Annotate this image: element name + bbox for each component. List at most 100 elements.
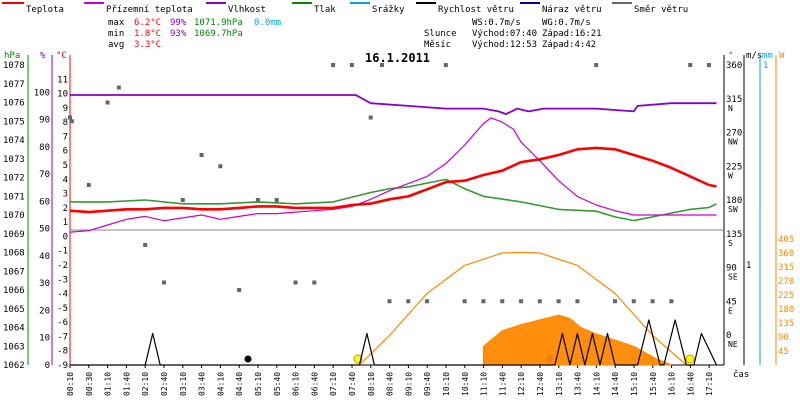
wind-direction-point — [69, 119, 74, 124]
moon-label: Měsíc — [424, 40, 451, 50]
x-tick-label: 14:40 — [611, 372, 620, 396]
tick-hpa: 1072 — [3, 174, 25, 184]
tick-direction: 180 — [726, 196, 742, 206]
tick-humidity: 20 — [39, 306, 50, 316]
wind-direction-point — [349, 63, 354, 67]
x-tick-label: 07:40 — [348, 372, 357, 396]
axis-unit-wind: m/s — [746, 51, 762, 61]
stats-min-hum: 93% — [170, 29, 187, 39]
legend-srazky: Srážky — [372, 5, 405, 15]
axis-unit-celsius: °C — [56, 51, 67, 61]
tick-direction: 135 — [726, 230, 742, 240]
chart-marks: 1062106310641065106610671068106910701071… — [3, 61, 794, 396]
x-tick-label: 16:10 — [668, 372, 677, 396]
wind-direction-point — [255, 198, 260, 202]
sun-set: Západ:16:21 — [542, 29, 602, 39]
tick-humidity: 90 — [39, 116, 50, 126]
wind-direction-point — [425, 299, 430, 304]
x-tick-label: 08:10 — [367, 372, 376, 396]
wind-direction-point — [312, 280, 317, 285]
tick-celsius: 8 — [63, 118, 68, 128]
tick-solar: 135 — [778, 319, 794, 329]
wind-speed-info: WS:0.7m/s — [472, 18, 521, 28]
tick-hpa: 1064 — [3, 324, 25, 334]
tick-hpa: 1065 — [3, 305, 25, 315]
sunset-marker — [685, 354, 695, 364]
tick-hpa: 1069 — [3, 230, 25, 240]
tick-celsius: -6 — [57, 318, 68, 328]
sun-label: Slunce — [424, 29, 457, 39]
tick-celsius: -5 — [57, 304, 68, 314]
legend-smer: Směr větru — [634, 5, 688, 15]
tick-solar: 225 — [778, 291, 794, 301]
wind-direction-point — [368, 115, 373, 120]
wind-direction-point — [293, 280, 298, 285]
tick-direction: 0 — [726, 331, 731, 341]
tick-humidity: 50 — [39, 225, 50, 235]
wind-direction-point — [331, 63, 336, 67]
x-tick-label: 11:10 — [480, 372, 489, 396]
stats-min-press: 1069.7hPa — [194, 29, 243, 39]
wind-direction-point — [500, 299, 505, 304]
x-tick-label: 10:10 — [442, 372, 451, 396]
axis-unit-labels: hPa % °C ° m/s mm W — [4, 51, 785, 61]
tick-humidity: 30 — [39, 279, 50, 289]
stats-max-hum: 99% — [170, 18, 187, 28]
stats-max-label: max — [108, 18, 125, 28]
legend-prizemni: Přízemní teplota — [106, 5, 193, 15]
tick-hpa: 1062 — [3, 361, 25, 371]
wind-direction-point — [594, 63, 599, 67]
tick-direction-name: NE — [728, 340, 738, 349]
tick-celsius: 5 — [63, 161, 68, 171]
tick-hpa: 1068 — [3, 249, 25, 259]
tick-direction: 315 — [726, 95, 742, 105]
tick-celsius: -1 — [57, 247, 68, 257]
tick-hpa: 1073 — [3, 155, 25, 165]
x-axis-label: čas — [733, 369, 749, 380]
tick-solar: 270 — [778, 277, 794, 287]
axis-unit-hpa: hPa — [4, 51, 20, 61]
tick-celsius: -4 — [57, 290, 68, 300]
x-tick-label: 03:40 — [198, 372, 207, 396]
wind-direction-point — [105, 100, 110, 105]
legend-rychlost: Rychlost větru — [438, 5, 514, 15]
x-tick-label: 01:10 — [104, 372, 113, 396]
x-tick-label: 10:40 — [461, 372, 470, 396]
tick-solar: 90 — [778, 333, 789, 343]
wind-direction-point — [631, 299, 636, 304]
x-tick-label: 09:40 — [423, 372, 432, 396]
legend-teplota: Teplota — [26, 5, 64, 15]
tick-hpa: 1066 — [3, 286, 25, 296]
x-tick-label: 12:40 — [536, 372, 545, 396]
stats-max-rain: 0.0mm — [254, 18, 281, 28]
tick-celsius: 4 — [63, 175, 68, 185]
tick-humidity: 80 — [39, 143, 50, 153]
tick-direction-name: W — [728, 171, 733, 180]
x-tick-label: 05:10 — [254, 372, 263, 396]
stats-min-label: min — [108, 29, 124, 39]
tick-celsius: 1 — [63, 218, 68, 228]
wind-direction-point — [650, 299, 655, 304]
wind-direction-point — [575, 299, 580, 304]
x-tick-label: 13:10 — [555, 372, 564, 396]
wind-direction-point — [556, 299, 561, 304]
stats-max-temp: 6.2°C — [134, 18, 161, 28]
series-tlak — [70, 178, 717, 222]
tick-solar: 360 — [778, 249, 794, 259]
wind-direction-point — [406, 299, 411, 304]
astro-info: WS:0.7m/s WG:0.7m/s Slunce Východ:07:40 … — [424, 18, 602, 50]
x-tick-label: 17:10 — [705, 372, 714, 396]
series-prizemni-teplota — [69, 117, 717, 233]
tick-celsius: 2 — [63, 204, 68, 214]
wind-direction-point — [481, 299, 486, 304]
tick-hpa: 1071 — [3, 192, 25, 202]
tick-hpa: 1067 — [3, 267, 25, 277]
chart-title: 16.1.2011 — [365, 51, 430, 65]
wind-direction-point — [274, 198, 279, 202]
tick-solar: 45 — [778, 347, 789, 357]
tick-hpa: 1075 — [3, 117, 25, 127]
tick-solar: 405 — [778, 235, 794, 245]
tick-hpa: 1074 — [3, 136, 25, 146]
legend-naraz: Náraz větru — [542, 5, 602, 15]
wind-direction-point — [68, 115, 72, 120]
